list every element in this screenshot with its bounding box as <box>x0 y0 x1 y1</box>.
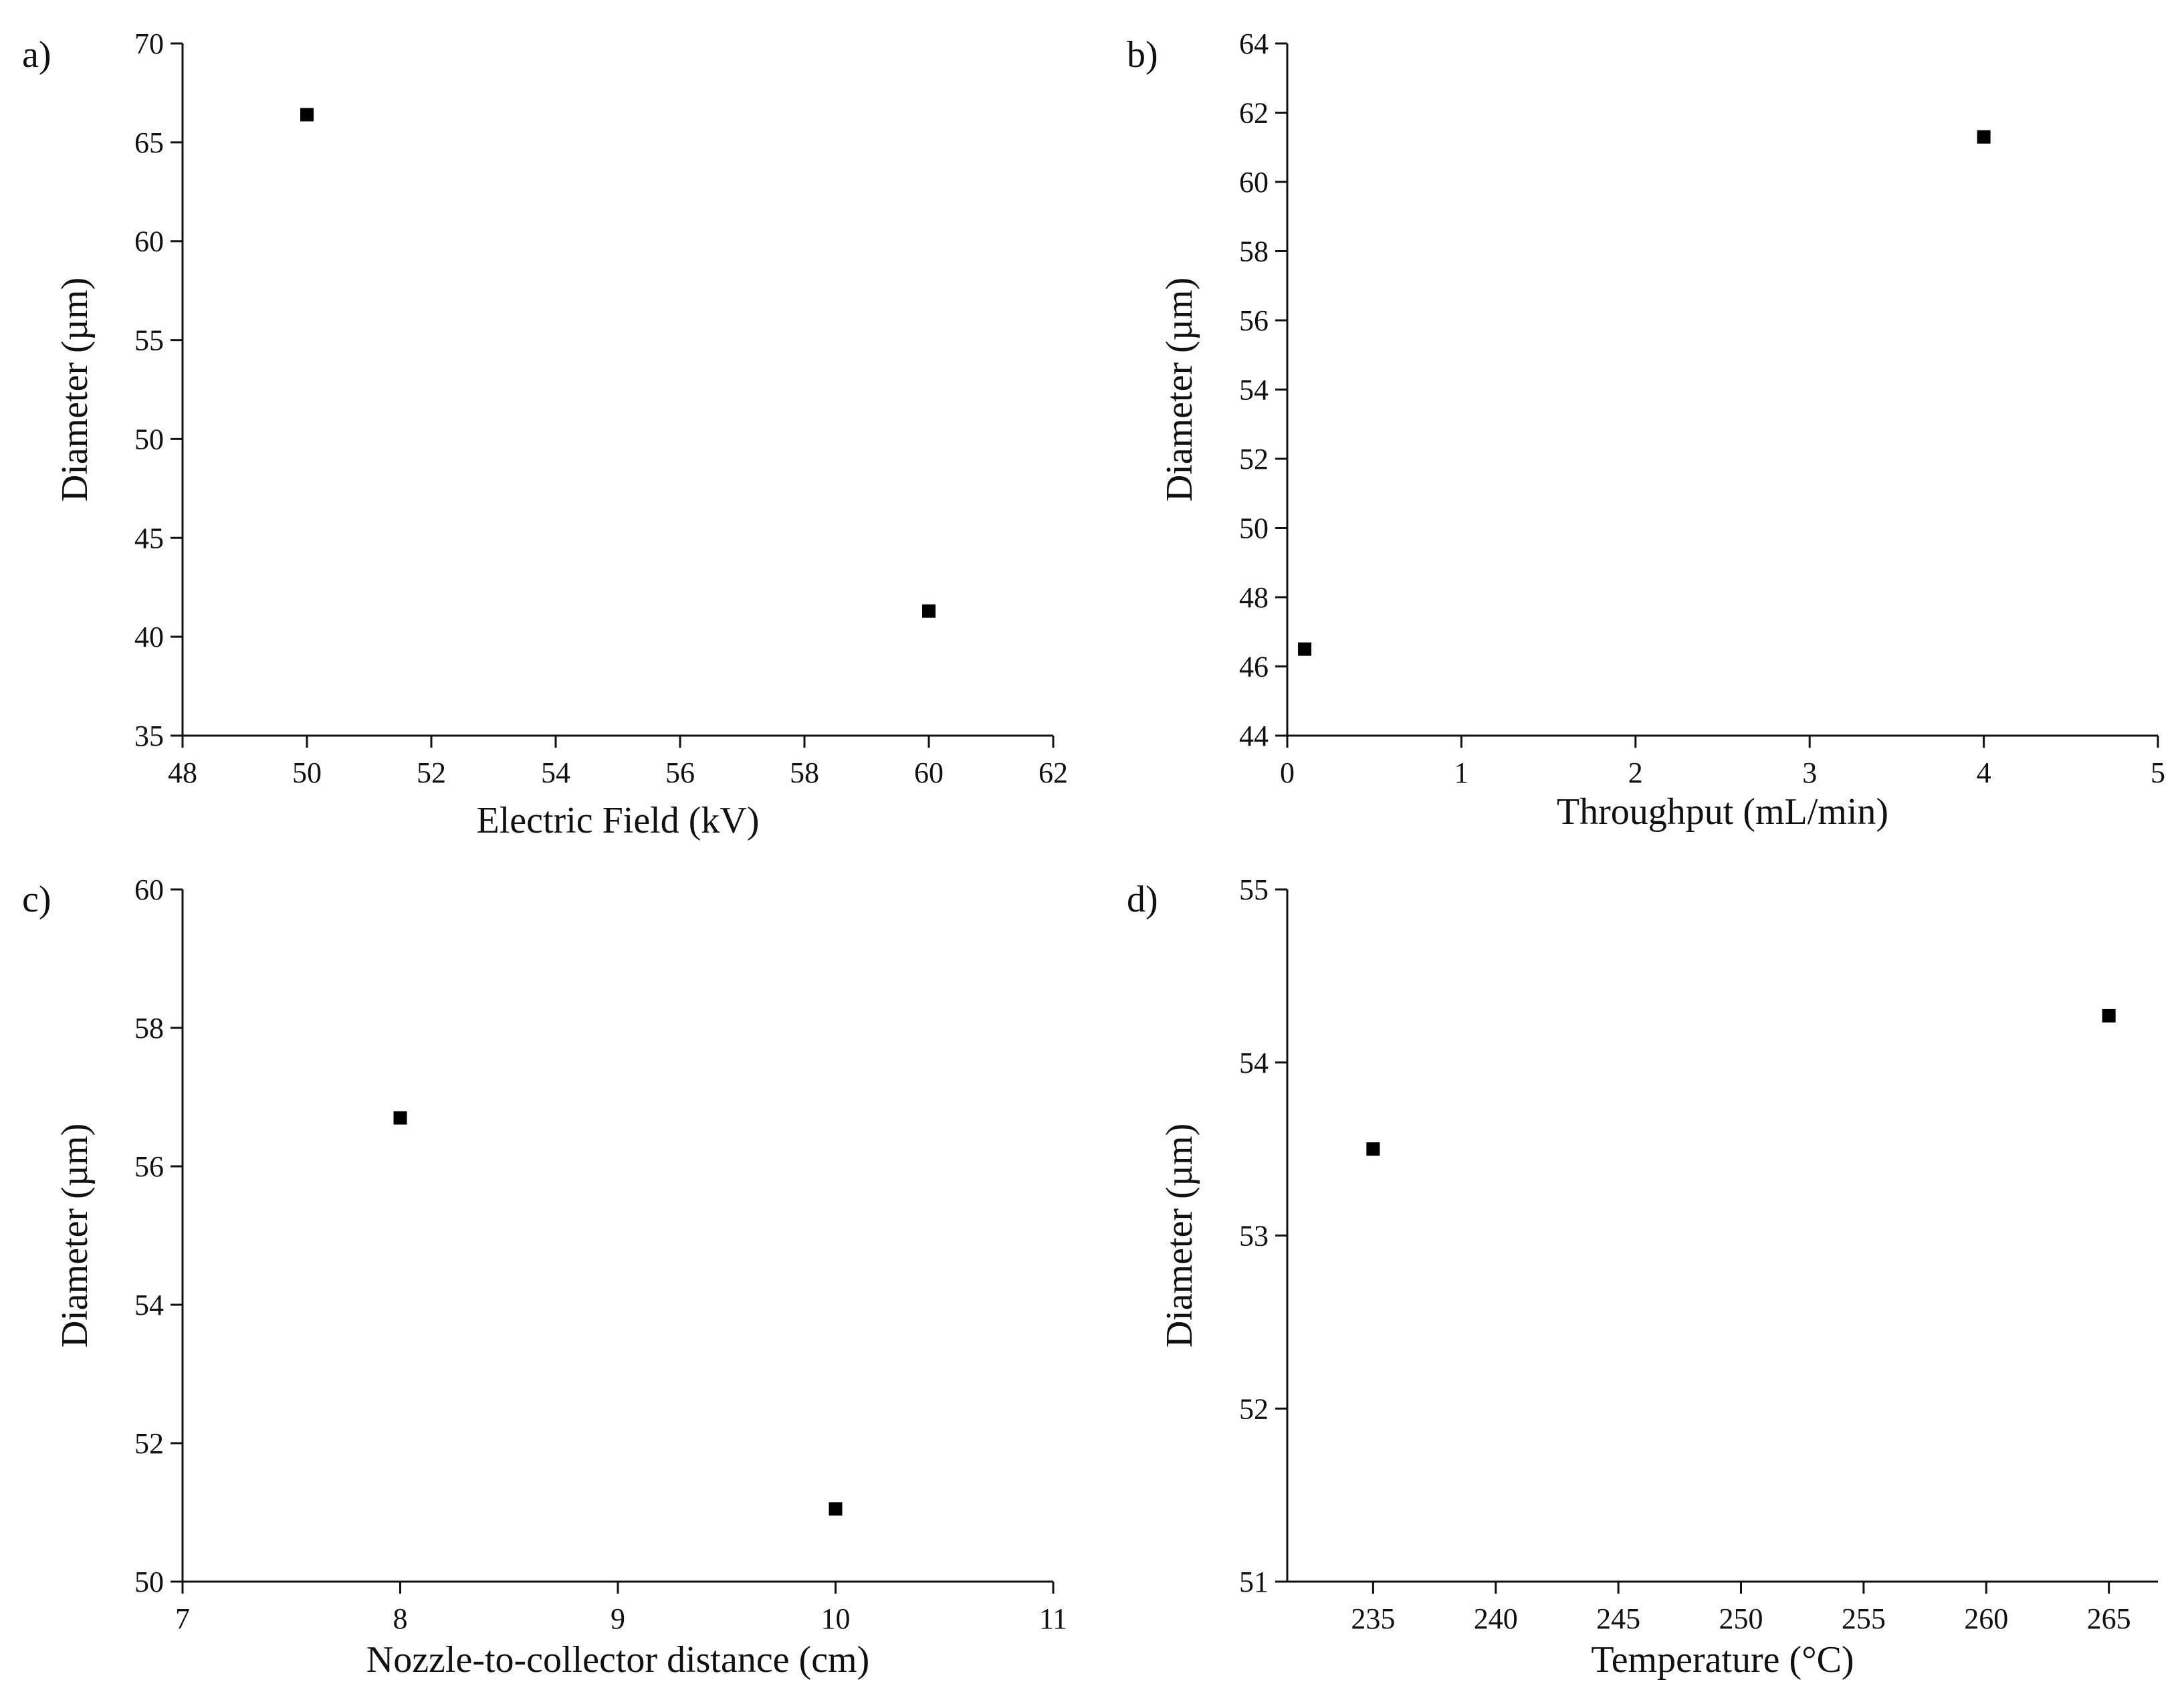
panel-a-x-tick-label: 58 <box>790 756 819 789</box>
panel-b-x-tick-label: 1 <box>1454 756 1468 789</box>
panel-c-label: c) <box>22 879 51 920</box>
panel-c-y-tick-label: 50 <box>134 1566 164 1598</box>
panel-c-x-tick-label: 11 <box>1039 1602 1067 1635</box>
panel-a-x-axis-title: Electric Field (kV) <box>477 800 760 841</box>
panel-a-y-tick-label: 65 <box>134 126 164 159</box>
panel-a-y-tick-label: 55 <box>134 324 164 357</box>
panel-d: d) Temperature (°C) Diameter (µm) 235 240… <box>1127 873 2158 1681</box>
panel-a-y-axis-title: Diameter (µm) <box>54 278 96 502</box>
panel-b-x-tick-label: 4 <box>1977 756 1991 789</box>
panel-b-y-tick-label: 54 <box>1239 374 1269 407</box>
panel-b-x-axis-title: Throughput (mL/min) <box>1557 791 1888 833</box>
panel-d-y-tick-label: 51 <box>1239 1566 1269 1598</box>
panel-c-x-tick-label: 7 <box>175 1602 190 1635</box>
panel-a-x-tick-label: 60 <box>914 756 944 789</box>
panel-c-x-axis-title: Nozzle-to-collector distance (cm) <box>366 1639 870 1681</box>
panel-a-x-tick-label: 56 <box>665 756 695 789</box>
panel-d-label: d) <box>1127 879 1158 920</box>
panel-d-x-axis-title: Temperature (°C) <box>1591 1639 1854 1681</box>
panel-b-x-tick-label: 2 <box>1628 756 1643 789</box>
panel-a-y-tick-label: 40 <box>134 621 164 653</box>
panel-c-data-point <box>393 1111 407 1125</box>
panel-b-y-tick-label: 46 <box>1239 651 1269 683</box>
panel-b-y-tick-label: 60 <box>1239 166 1269 199</box>
panel-d-y-tick-label: 52 <box>1239 1392 1269 1425</box>
panel-b-data-point <box>1298 642 1312 656</box>
panel-a-y-tick-label: 70 <box>134 27 164 60</box>
panel-a-y-tick-label: 35 <box>134 720 164 752</box>
panel-a-data-point <box>300 108 314 122</box>
panel-d-x-tick-label: 250 <box>1719 1602 1763 1635</box>
panel-b: b) Throughput (mL/min) Diameter (µm) 0 1 2… <box>1127 27 2165 833</box>
panel-c-x-tick-label: 9 <box>611 1602 625 1635</box>
panel-a-y-tick-label: 45 <box>134 522 164 554</box>
panel-b-x-tick-label: 5 <box>2151 756 2165 789</box>
panel-a-label: a) <box>22 34 51 76</box>
panel-b-data-point <box>1977 130 1991 144</box>
panel-b-y-tick-label: 52 <box>1239 443 1269 475</box>
panel-c-x-tick-label: 8 <box>393 1602 408 1635</box>
panel-a-x-tick-label: 62 <box>1039 756 1068 789</box>
panel-d-x-tick-label: 235 <box>1351 1602 1395 1635</box>
panel-a-data-point <box>922 604 936 618</box>
panel-c-data-point <box>829 1502 843 1516</box>
panel-c-y-tick-label: 52 <box>134 1427 164 1460</box>
panel-b-y-axis-title: Diameter (µm) <box>1159 278 1200 502</box>
panel-d-x-tick-label: 265 <box>2087 1602 2131 1635</box>
panel-c-y-tick-label: 60 <box>134 873 164 906</box>
panel-a-y-tick-label: 60 <box>134 225 164 258</box>
panel-c-y-tick-label: 58 <box>134 1012 164 1045</box>
panel-d-data-point <box>2102 1008 2116 1023</box>
panel-a-x-tick-label: 54 <box>541 756 570 789</box>
panel-b-x-tick-label: 3 <box>1802 756 1817 789</box>
panel-d-data-point <box>1366 1142 1380 1156</box>
panel-d-y-tick-label: 54 <box>1239 1047 1269 1079</box>
panel-a-x-tick-label: 52 <box>417 756 446 789</box>
panel-c-y-axis-title: Diameter (µm) <box>54 1124 96 1348</box>
panel-a-y-tick-label: 50 <box>134 423 164 455</box>
panel-d-x-tick-label: 245 <box>1596 1602 1640 1635</box>
panel-c-x-tick-label: 10 <box>821 1602 851 1635</box>
panel-c-y-tick-label: 54 <box>134 1289 164 1321</box>
panel-b-x-tick-label: 0 <box>1280 756 1295 789</box>
panel-a: a) Electric Field (kV) Diameter (µm) 48 5… <box>22 27 1068 841</box>
panel-a-x-tick-label: 50 <box>292 756 322 789</box>
panel-d-y-axis-title: Diameter (µm) <box>1159 1124 1200 1348</box>
panel-c: c) Nozzle-to-collector distance (cm) Dia… <box>22 873 1067 1681</box>
panel-b-y-tick-label: 62 <box>1239 97 1269 130</box>
panel-b-y-tick-label: 56 <box>1239 304 1269 337</box>
panel-b-y-tick-label: 50 <box>1239 512 1269 545</box>
panel-b-label: b) <box>1127 34 1158 76</box>
panel-b-y-tick-label: 44 <box>1239 720 1269 752</box>
panel-b-y-tick-label: 64 <box>1239 27 1269 60</box>
panel-b-y-tick-label: 48 <box>1239 581 1269 614</box>
panel-b-y-tick-label: 58 <box>1239 235 1269 268</box>
panel-d-x-tick-label: 240 <box>1474 1602 1518 1635</box>
panel-a-x-tick-label: 48 <box>168 756 197 789</box>
panel-d-y-tick-label: 55 <box>1239 873 1269 906</box>
panel-d-x-tick-label: 255 <box>1842 1602 1886 1635</box>
panel-d-x-tick-label: 260 <box>1964 1602 2008 1635</box>
panel-c-y-tick-label: 56 <box>134 1150 164 1183</box>
panel-d-y-tick-label: 53 <box>1239 1220 1269 1253</box>
